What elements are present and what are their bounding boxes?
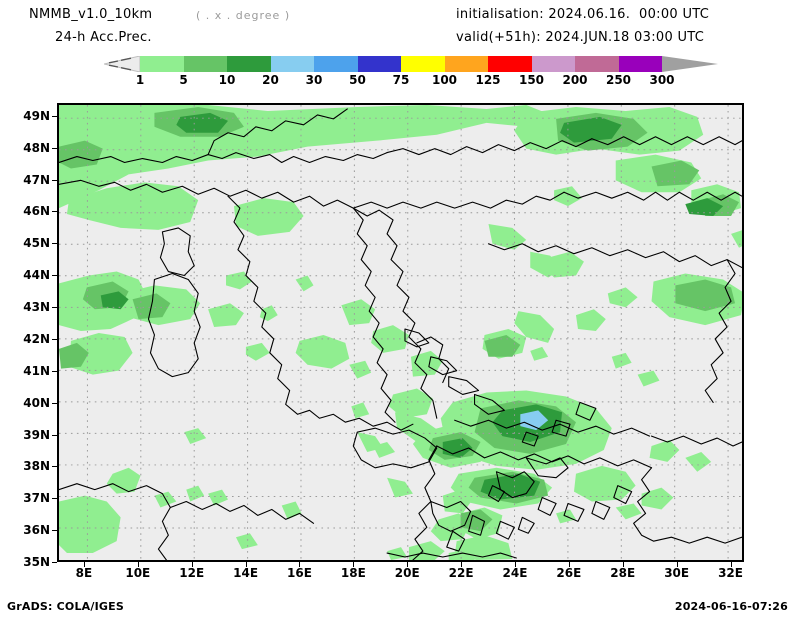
x-tick-mark: [676, 562, 678, 567]
colorbar-segment-250: [618, 56, 662, 72]
map-gridlines: [59, 105, 742, 560]
colorbar-under-arrow-icon: [104, 56, 140, 72]
colorbar-tick-300: 300: [649, 73, 675, 87]
colorbar-segment-75: [401, 56, 445, 72]
y-tick-mark: [52, 338, 57, 340]
x-tick-label-12E: 12E: [179, 566, 205, 580]
colorbar-segment-50: [357, 56, 401, 72]
x-tick-mark: [191, 562, 193, 567]
x-tick-label-28E: 28E: [610, 566, 636, 580]
initialisation-time: initialisation: 2024.06.16. 00:00 UTC: [456, 7, 710, 22]
colorbar-over-arrow-icon: [662, 56, 718, 72]
y-tick-label-35N: 35N: [23, 555, 50, 569]
colorbar-tick-1: 1: [135, 73, 145, 87]
x-tick-mark: [83, 562, 85, 567]
colorbar-segment-10: [227, 56, 271, 72]
y-tick-mark: [52, 402, 57, 404]
y-tick-mark: [52, 179, 57, 181]
y-tick-label-45N: 45N: [23, 236, 50, 251]
colorbar-segments: [140, 56, 662, 72]
y-tick-label-43N: 43N: [23, 300, 50, 314]
x-tick-mark: [137, 562, 139, 567]
colorbar-tick-20: 20: [262, 73, 279, 87]
colorbar-segment-5: [183, 56, 227, 72]
y-tick-mark: [52, 498, 57, 500]
colorbar-segment-200: [575, 56, 619, 72]
y-tick-mark: [52, 275, 57, 277]
x-tick-label-22E: 22E: [448, 566, 474, 580]
x-tick-label-20E: 20E: [394, 566, 420, 580]
y-tick-mark: [52, 147, 57, 149]
y-tick-label-42N: 42N: [23, 331, 50, 346]
colorbar-tick-125: 125: [475, 73, 501, 87]
y-tick-label-39N: 39N: [23, 427, 50, 442]
x-tick-label-24E: 24E: [502, 566, 528, 580]
x-tick-mark: [299, 562, 301, 567]
forecast-map[interactable]: [57, 103, 744, 562]
coastlines-and-borders: [59, 108, 742, 560]
colorbar-tick-100: 100: [431, 73, 458, 87]
y-tick-label-36N: 36N: [23, 523, 50, 538]
x-tick-label-18E: 18E: [340, 566, 366, 580]
y-tick-label-48N: 48N: [23, 140, 50, 155]
x-tick-mark: [461, 562, 463, 567]
colorbar-segment-150: [531, 56, 575, 72]
y-tick-label-38N: 38N: [23, 459, 50, 474]
colorbar-tick-5: 5: [179, 73, 188, 87]
x-tick-mark: [730, 562, 732, 567]
colorbar-tick-200: 200: [562, 73, 588, 87]
y-tick-label-40N: 40N: [23, 395, 50, 410]
y-tick-mark: [52, 307, 57, 308]
x-tick-mark: [353, 562, 355, 567]
render-timestamp: 2024-06-16-07:26: [674, 600, 788, 613]
y-tick-label-49N: 49N: [23, 108, 50, 123]
precip-band-20-30: [520, 410, 549, 431]
valid-time: valid(+51h): 2024.JUN.18 03:00 UTC: [456, 30, 705, 45]
x-tick-label-16E: 16E: [287, 566, 312, 580]
x-tick-label-8E: 8E: [75, 566, 93, 580]
colorbar-segment-125: [488, 56, 532, 72]
y-tick-mark: [52, 434, 57, 436]
y-tick-mark: [52, 530, 57, 532]
x-tick-label-10E: 10E: [125, 566, 151, 580]
y-tick-mark: [52, 466, 57, 468]
map-canvas: [59, 105, 742, 560]
grads-credit: GrADS: COLA/IGES: [7, 600, 124, 613]
colorbar-tick-10: 10: [218, 73, 236, 87]
x-tick-mark: [515, 562, 516, 567]
x-tick-mark: [407, 562, 409, 567]
y-tick-label-37N: 37N: [23, 491, 50, 506]
y-tick-label-46N: 46N: [23, 204, 50, 219]
y-tick-mark: [52, 562, 57, 563]
x-tick-label-30E: 30E: [664, 566, 690, 580]
colorbar-segment-30: [314, 56, 358, 72]
colorbar-segment-100: [444, 56, 488, 72]
x-tick-label-26E: 26E: [556, 566, 582, 580]
precipitation-colorbar: 1 5 10 20 30 50 75 100 125 150 200 250 300: [104, 56, 718, 87]
colorbar-tick-150: 150: [518, 73, 545, 87]
x-tick-label-32E: 32E: [718, 566, 743, 580]
y-tick-mark: [52, 370, 57, 372]
colorbar-tick-75: 75: [392, 73, 410, 87]
resolution-note: ( . x . degree ): [196, 9, 291, 22]
y-tick-label-41N: 41N: [23, 363, 50, 378]
x-tick-mark: [622, 562, 624, 567]
colorbar-segment-1: [140, 56, 184, 72]
y-tick-mark: [52, 243, 57, 245]
y-tick-mark: [52, 115, 57, 117]
y-tick-label-47N: 47N: [23, 172, 50, 187]
colorbar-segment-20: [270, 56, 314, 72]
colorbar-tick-50: 50: [349, 73, 366, 87]
x-tick-label-14E: 14E: [233, 566, 259, 580]
model-title: NMMB_v1.0_10km: [29, 7, 153, 22]
y-tick-label-44N: 44N: [23, 268, 50, 283]
colorbar-tick-250: 250: [605, 73, 632, 87]
field-title: 24-h Acc.Prec.: [55, 30, 152, 45]
y-tick-mark: [52, 211, 57, 213]
x-tick-mark: [245, 562, 247, 567]
colorbar-tick-30: 30: [305, 73, 323, 87]
x-tick-mark: [568, 562, 570, 567]
